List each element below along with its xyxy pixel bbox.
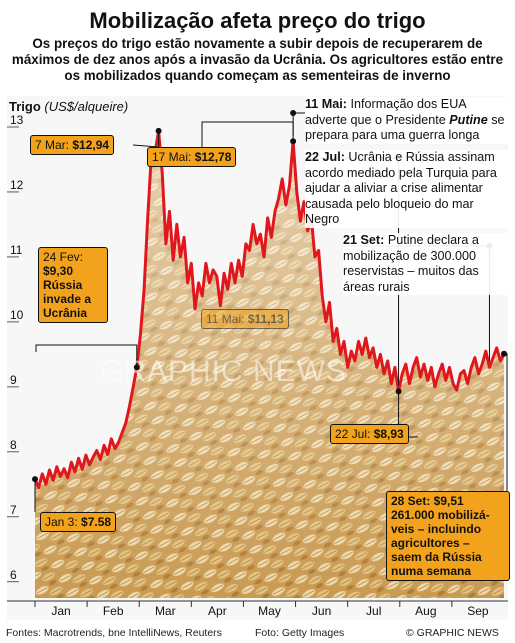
callout-value: $8,93 [373, 427, 404, 441]
callout-point [395, 388, 402, 395]
callout-tag: Jan 3: $7.58 [40, 512, 117, 532]
annotation-may-text: Informação dos EUA adverte que o Preside… [305, 97, 467, 127]
callout-date: 11 Mai: [206, 312, 248, 326]
annotation-sep-text: Putine declara a mobilização de 300.000 … [343, 233, 479, 294]
event-tag: 24 Fev: $9,30 Rússia invade a Ucrânia [38, 247, 108, 323]
annotation-may-emph: Putine [449, 112, 488, 127]
annotation-may-date: 11 Mai: [305, 97, 347, 111]
event-tag-line: agricultores – [391, 536, 470, 550]
event-tag-line: Ucrânia [43, 306, 88, 320]
callout-tag: 11 Mai: $11,13 [201, 309, 289, 329]
event-tag-line: 261.000 mobilizá- [391, 508, 490, 522]
y-tick-label: 13 [10, 113, 24, 127]
callout-tag: 22 Jul: $8,93 [330, 424, 409, 444]
footer-photo: Foto: Getty Images [255, 627, 345, 639]
callout-point [32, 476, 38, 483]
y-axis-unit: (US$/alqueire) [44, 99, 128, 114]
watermark: GRAPHIC NEWS [100, 355, 348, 388]
x-tick-label: Apr [208, 604, 227, 618]
x-tick-label: Sep [467, 604, 489, 618]
annotation-may: 11 Mai: Informação dos EUA adverte que o… [305, 97, 510, 144]
event-tag-line: numa semana [391, 564, 472, 578]
annotation-jul-text: Ucrânia e Rússia assinam acordo mediado … [305, 150, 497, 226]
grain-photo-fade [35, 130, 504, 598]
callout-leader [35, 344, 138, 368]
chart-subtitle: Os preços do trigo estão novamente a sub… [11, 36, 504, 83]
x-tick-label: Aug [415, 604, 436, 618]
annotation-may-text-after: se prepara para uma guerra longa [305, 112, 505, 143]
y-tick-label: 9 [10, 373, 17, 387]
callout-point [290, 110, 297, 116]
callout-tag: 17 Mai: $12,78 [147, 147, 237, 167]
header: Mobilização afeta preço do trigo Os preç… [0, 0, 515, 84]
callout-date: 7 Mar: [35, 138, 73, 152]
chart-title: Mobilização afeta preço do trigo [89, 8, 426, 33]
event-tag-line: 28 Set: $9,51 [391, 494, 464, 508]
y-tick-label: 8 [10, 438, 17, 452]
y-tick-label: 11 [10, 243, 23, 257]
callout-point [155, 127, 162, 134]
footer-copyright: © GRAPHIC NEWS [406, 627, 499, 639]
footer: Fontes: Macrotrends, bne IntelliNews, Re… [0, 622, 515, 643]
x-tick-label: Feb [103, 604, 124, 618]
callout-point [133, 364, 140, 371]
y-tick-label: 6 [10, 568, 17, 582]
annotation-jul: 22 Jul: Ucrânia e Rússia assinam acordo … [305, 150, 510, 228]
event-tag-line: invade a [43, 292, 92, 306]
event-tag-line: $9,30 [43, 264, 74, 278]
callout-point [501, 350, 507, 357]
x-axis: Jan Feb Mar Apr May Jun Jul Aug Sep [7, 600, 508, 618]
callout-tag: 7 Mar: $12,94 [30, 135, 115, 155]
y-tick-label: 12 [10, 178, 24, 192]
x-tick-label: Jul [366, 604, 381, 618]
x-tick-label: May [258, 604, 281, 618]
event-tag-line: veis – incluindo [391, 522, 482, 536]
callout-date: 22 Jul: [335, 427, 374, 441]
annotation-sep-date: 21 Set: [343, 233, 385, 247]
event-tag-line: 24 Fev: [43, 250, 84, 264]
y-axis: 6 7 8 9 10 11 12 13 [7, 113, 24, 583]
callout-date: Jan 3: [45, 515, 82, 529]
callout-value: $7.58 [81, 515, 112, 529]
y-tick-label: 7 [10, 503, 17, 517]
callout-point [290, 138, 297, 145]
event-tag: 28 Set: $9,51 261.000 mobilizá-veis – inc… [386, 491, 510, 581]
x-tick-label: Jan [51, 604, 70, 618]
callout-value: $11,13 [247, 312, 284, 326]
callout-value: $12,78 [194, 150, 232, 164]
x-tick-label: Mar [155, 604, 176, 618]
event-tag-line: saem da Rússia [391, 550, 482, 564]
event-tag-line: Rússia [43, 278, 83, 292]
callout-value: $12,94 [72, 138, 110, 152]
wheat-price-line [33, 129, 506, 490]
annotation-jul-date: 22 Jul: [305, 150, 345, 164]
y-tick-label: 10 [10, 308, 24, 322]
annotation-sep: 21 Set: Putine declara a mobilização de … [343, 233, 510, 295]
footer-sources: Fontes: Macrotrends, bne IntelliNews, Re… [6, 627, 222, 639]
callout-date: 17 Mai: [152, 150, 195, 164]
x-tick-label: Jun [312, 604, 331, 618]
y-axis-label: Trigo [9, 99, 41, 114]
y-axis-title: Trigo (US$/alqueire) [9, 99, 128, 114]
